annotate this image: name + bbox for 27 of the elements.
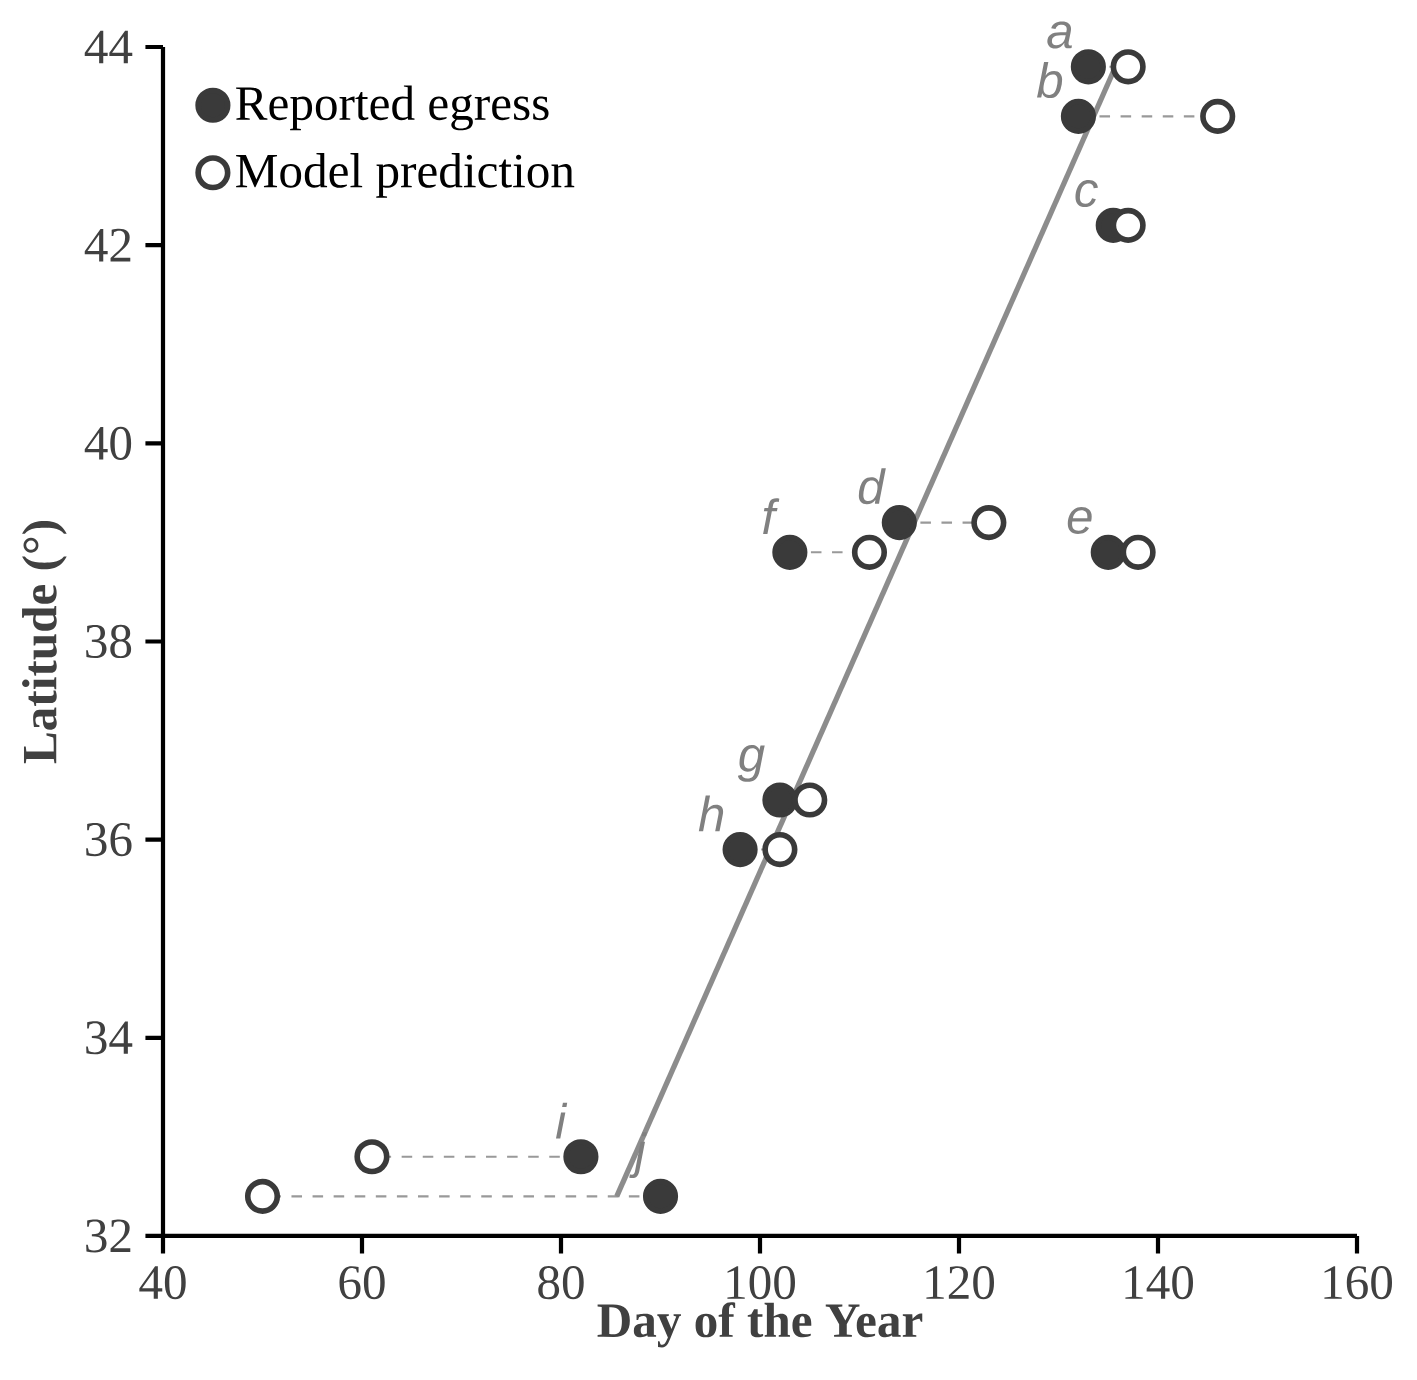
annotation: e bbox=[1067, 507, 1092, 535]
annotation: a bbox=[1047, 21, 1072, 49]
x-tick-label: 60 bbox=[339, 1265, 385, 1300]
y-tick-label: 32 bbox=[86, 1219, 131, 1253]
y-tick-label: 34 bbox=[86, 1021, 133, 1055]
x-tick-label: 40 bbox=[139, 1265, 186, 1300]
y-tick-label: 40 bbox=[84, 426, 132, 460]
x-axis-title: Day of the Year bbox=[597, 1302, 923, 1348]
annotation: c bbox=[1075, 180, 1098, 208]
y-tick-label: 36 bbox=[86, 823, 132, 857]
x-tick-label: 160 bbox=[1324, 1265, 1393, 1300]
x-tick-label: 120 bbox=[926, 1265, 995, 1300]
annotation: b bbox=[1036, 61, 1063, 99]
x-tick-label: 140 bbox=[1125, 1265, 1194, 1300]
annotation: h bbox=[698, 795, 724, 832]
legend-label: Reported egress bbox=[236, 85, 549, 131]
y-tick-label: 44 bbox=[84, 30, 133, 64]
x-tick-label: 80 bbox=[538, 1265, 584, 1300]
annotation: g bbox=[737, 745, 765, 782]
y-tick-label: 42 bbox=[84, 228, 131, 262]
legend-label: Model prediction bbox=[236, 153, 575, 198]
y-axis-title: Latitude (°) bbox=[22, 521, 67, 764]
x-tick-label: 100 bbox=[727, 1265, 796, 1300]
annotation: i bbox=[555, 1102, 568, 1139]
y-tick-label: 38 bbox=[86, 624, 132, 659]
annotation: f bbox=[763, 498, 780, 535]
annotation: d bbox=[858, 468, 886, 505]
